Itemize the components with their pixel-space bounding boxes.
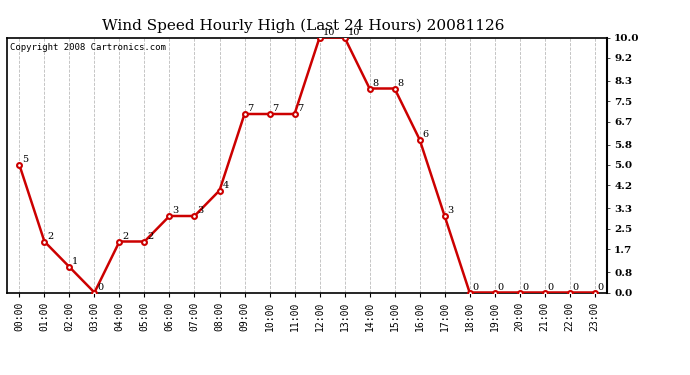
Text: 0: 0 [97,283,104,292]
Text: 2: 2 [122,232,128,241]
Text: 0: 0 [497,283,504,292]
Text: 10: 10 [322,28,335,37]
Text: 2: 2 [47,232,53,241]
Text: Copyright 2008 Cartronics.com: Copyright 2008 Cartronics.com [10,43,166,52]
Text: 1: 1 [72,257,79,266]
Text: 3: 3 [197,206,204,215]
Text: 10: 10 [347,28,359,37]
Text: 7: 7 [247,104,253,113]
Text: 0: 0 [598,283,604,292]
Text: 7: 7 [273,104,279,113]
Text: 7: 7 [297,104,304,113]
Text: 4: 4 [222,181,228,190]
Text: 0: 0 [547,283,553,292]
Text: 5: 5 [22,155,28,164]
Text: 0: 0 [522,283,529,292]
Text: 2: 2 [147,232,153,241]
Text: 8: 8 [397,79,404,88]
Text: 8: 8 [373,79,379,88]
Text: 3: 3 [447,206,453,215]
Text: 6: 6 [422,130,428,139]
Text: Wind Speed Hourly High (Last 24 Hours) 20081126: Wind Speed Hourly High (Last 24 Hours) 2… [102,19,505,33]
Text: 0: 0 [573,283,579,292]
Text: 3: 3 [172,206,179,215]
Text: 0: 0 [473,283,479,292]
